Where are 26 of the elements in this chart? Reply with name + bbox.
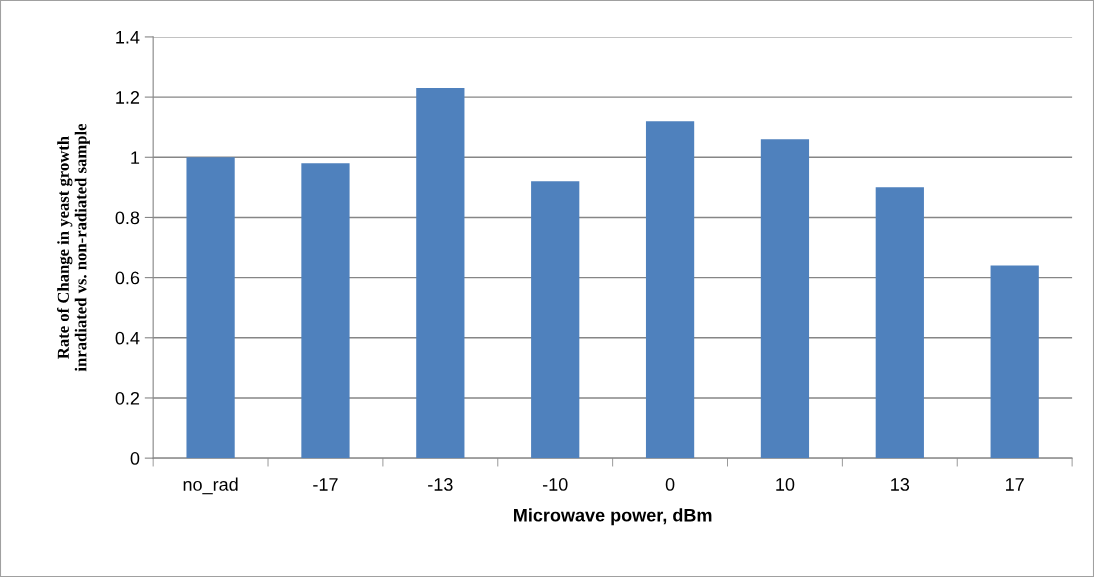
y-tick-label: 0.6 xyxy=(115,271,140,285)
x-axis-title: Microwave power, dBm xyxy=(514,508,712,526)
x-tick-label: 10 xyxy=(776,478,795,491)
y-tick-label: 1.2 xyxy=(116,91,140,104)
bar xyxy=(531,181,580,459)
bar xyxy=(301,163,350,459)
y-tick-label: 1.4 xyxy=(116,31,140,44)
bar xyxy=(645,121,695,459)
x-tick-label: -13 xyxy=(428,478,453,491)
y-tick-label: 0.2 xyxy=(115,391,140,405)
bar xyxy=(760,139,810,459)
x-tick-label: 17 xyxy=(1006,478,1024,491)
y-tick-label: 0 xyxy=(130,452,140,465)
y-tick-label: 0.4 xyxy=(115,331,140,345)
y-axis-title: Rate of Change in yeast growth inradiated vs. non-radiated sample xyxy=(57,123,90,372)
y-tick-label: 1 xyxy=(131,151,140,164)
x-tick-label: no_rad xyxy=(183,477,238,495)
x-tick-label: 0 xyxy=(665,478,675,491)
y-tick-label: 0.8 xyxy=(115,211,140,225)
x-tick-label: -17 xyxy=(313,478,338,491)
bar xyxy=(416,88,465,459)
x-tick-label: -10 xyxy=(542,478,568,491)
x-tick-label: 13 xyxy=(891,478,910,491)
bar xyxy=(186,157,235,459)
bar xyxy=(990,265,1039,459)
bar xyxy=(875,187,924,459)
